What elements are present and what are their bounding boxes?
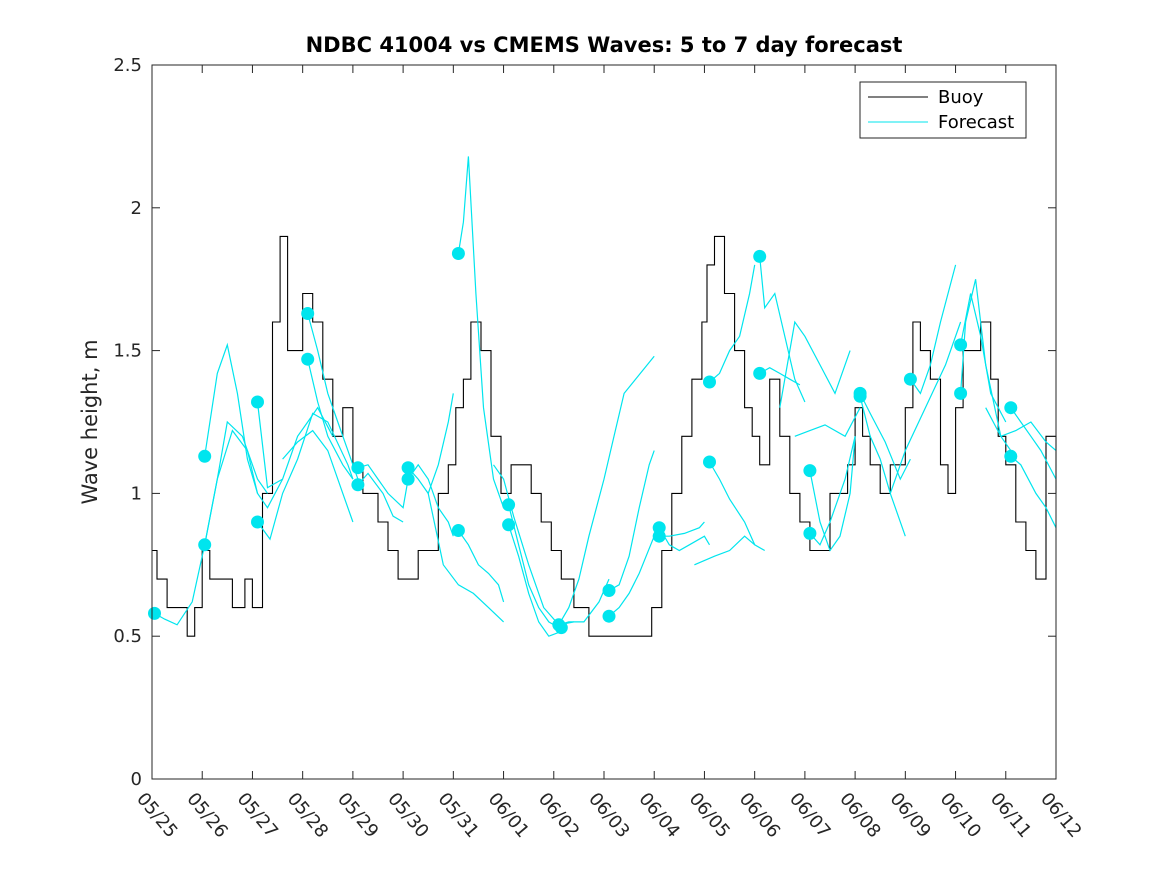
- forecast-line-23: [659, 521, 705, 537]
- forecast-line-11: [407, 463, 454, 537]
- forecast-marker: [703, 455, 716, 469]
- legend: Buoy Forecast: [859, 81, 1027, 139]
- forecast-marker: [703, 375, 716, 389]
- forecast-line-12: [457, 156, 505, 508]
- forecast-line-31: [809, 436, 856, 546]
- plot-area: [152, 65, 1056, 779]
- forecast-line-26: [708, 461, 765, 552]
- forecast-line-35: [909, 264, 957, 395]
- forecast-line-16: [508, 524, 565, 637]
- forecast-marker: [954, 338, 968, 352]
- forecast-line-2: [204, 429, 259, 545]
- y-tick-label: 2: [131, 198, 142, 219]
- forecast-line-34: [859, 393, 911, 481]
- forecast-line-7: [282, 429, 354, 523]
- forecast-line-36: [889, 321, 962, 494]
- forecast-marker: [1004, 401, 1018, 415]
- buoy-line: [152, 235, 1057, 637]
- forecast-series-group: [154, 156, 1057, 637]
- forecast-line-39: [1010, 407, 1057, 480]
- forecast-marker: [803, 526, 817, 540]
- forecast-marker: [351, 478, 365, 492]
- y-tick-label: 2.5: [113, 55, 142, 76]
- forecast-line-1: [204, 342, 284, 509]
- forecast-line-24: [694, 535, 756, 566]
- forecast-marker: [753, 366, 767, 380]
- legend-forecast-label: Forecast: [938, 112, 1014, 133]
- forecast-marker: [148, 606, 161, 620]
- legend-buoy-label: Buoy: [938, 87, 984, 108]
- forecast-markers: [148, 247, 1018, 635]
- buoy-series: [152, 235, 1057, 637]
- y-tick-label: 1.5: [113, 341, 142, 362]
- y-tick-label: 0.5: [113, 626, 142, 647]
- forecast-line-10: [407, 393, 454, 495]
- forecast-line-29: [779, 320, 851, 408]
- y-tick-label: 1: [131, 483, 142, 504]
- chart-title: NDBC 41004 vs CMEMS Waves: 5 to 7 day fo…: [306, 33, 903, 57]
- forecast-marker: [451, 524, 465, 537]
- y-axis-label: Wave height, m: [78, 339, 102, 504]
- forecast-marker: [502, 498, 516, 512]
- forecast-marker: [753, 249, 767, 263]
- forecast-marker: [602, 609, 616, 623]
- forecast-marker: [502, 518, 516, 532]
- forecast-line-21: [608, 535, 655, 617]
- forecast-line-40: [1010, 455, 1057, 528]
- y-axis-ticks: 0 0.5 1 1.5 2 2.5: [113, 55, 1056, 790]
- forecast-line-32: [794, 407, 861, 438]
- forecast-marker: [903, 372, 917, 386]
- forecast-line-5: [307, 313, 359, 480]
- legend-box: [859, 81, 1027, 139]
- forecast-line-25: [709, 264, 756, 383]
- forecast-line-8: [357, 464, 409, 509]
- forecast-line-6: [307, 359, 354, 480]
- forecast-marker: [251, 395, 264, 409]
- forecast-marker: [401, 472, 415, 486]
- forecast-line-37: [960, 293, 1007, 423]
- forecast-line-20: [608, 450, 655, 592]
- forecast-marker: [954, 386, 968, 400]
- forecast-marker: [554, 621, 568, 635]
- forecast-line-41: [985, 407, 1057, 452]
- forecast-line-13: [457, 530, 505, 603]
- forecast-line-14: [427, 493, 505, 623]
- forecast-marker: [251, 515, 264, 529]
- forecast-line-19: [558, 355, 655, 626]
- forecast-line-33: [859, 396, 906, 537]
- forecast-marker: [351, 461, 365, 475]
- forecast-marker: [853, 386, 867, 400]
- forecast-marker: [198, 449, 212, 463]
- forecast-line-38: [960, 279, 1012, 451]
- forecast-line-22: [658, 527, 711, 552]
- forecast-marker: [451, 247, 465, 260]
- forecast-line-9: [357, 472, 404, 523]
- forecast-marker: [1004, 449, 1018, 463]
- forecast-line-30: [809, 436, 856, 552]
- y-tick-label: 0: [131, 769, 142, 790]
- forecast-line-15: [508, 504, 560, 629]
- forecast-marker: [198, 538, 212, 552]
- forecast-marker: [652, 529, 666, 543]
- forecast-marker: [301, 307, 315, 320]
- forecast-marker: [803, 464, 817, 478]
- forecast-marker: [301, 352, 315, 366]
- forecast-line-28: [759, 367, 801, 386]
- forecast-line-3: [256, 401, 334, 489]
- forecast-marker: [602, 584, 616, 597]
- forecast-marker: [401, 461, 415, 475]
